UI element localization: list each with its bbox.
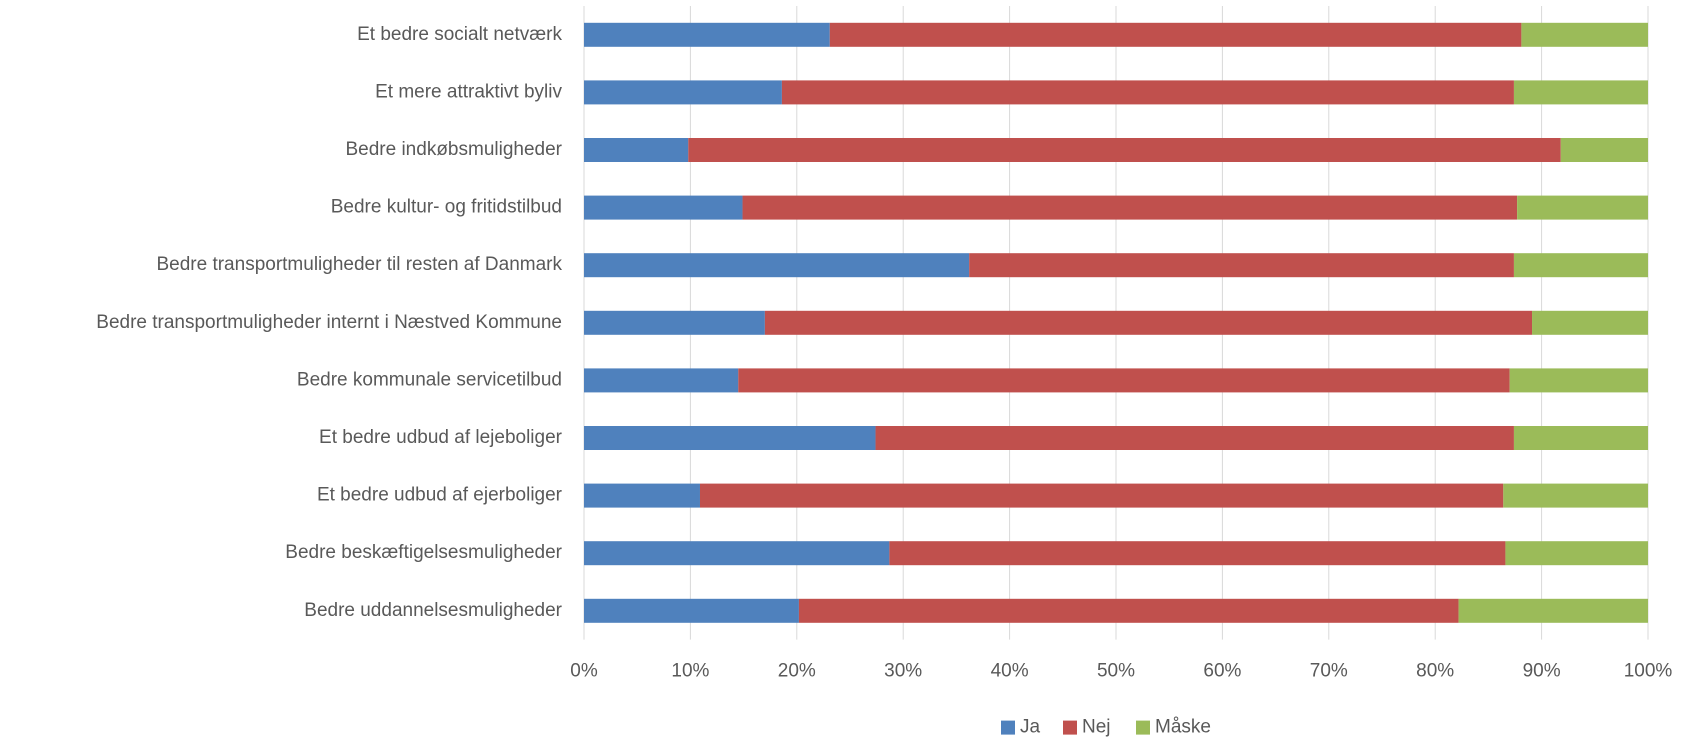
bar-segment <box>1458 598 1648 623</box>
legend-label: Måske <box>1155 717 1211 737</box>
x-tick-label: 100% <box>1624 661 1673 682</box>
legend-swatch <box>1136 720 1150 735</box>
y-tick-label: Bedre transportmuligheder internt i Næst… <box>96 312 562 333</box>
y-tick-label: Et bedre udbud af ejerboliger <box>317 485 563 506</box>
x-tick-label: 80% <box>1416 661 1454 682</box>
bar-segment <box>699 483 1504 508</box>
x-tick-label: 70% <box>1310 661 1348 682</box>
y-tick-label: Bedre kultur- og fritidstilbud <box>331 197 562 218</box>
x-tick-label: 60% <box>1203 661 1241 682</box>
bar-segment <box>584 598 799 623</box>
bar-segment <box>584 22 830 47</box>
x-tick-label: 50% <box>1097 661 1135 682</box>
x-tick-label: 40% <box>991 661 1029 682</box>
bar-segment <box>1509 368 1648 393</box>
bar-segment <box>1513 426 1648 450</box>
x-tick-label: 10% <box>671 661 709 682</box>
x-tick-label: 0% <box>570 661 598 682</box>
y-tick-label: Et bedre udbud af lejeboliger <box>319 427 563 448</box>
x-tick-label: 90% <box>1523 661 1561 682</box>
bar-segment <box>1513 253 1648 278</box>
y-tick-label: Et bedre socialt netværk <box>357 24 562 45</box>
bar-segment <box>584 253 970 278</box>
bar-segment <box>781 80 1514 105</box>
legend-swatch <box>1001 720 1015 735</box>
bar-segment <box>1517 195 1648 220</box>
bar-segment <box>1503 483 1648 508</box>
bar-segment <box>584 483 700 508</box>
y-tick-label: Et mere attraktivt byliv <box>375 81 562 102</box>
bar-segment <box>688 138 1561 162</box>
bar-segment <box>738 368 1510 393</box>
y-tick-label: Bedre beskæftigelsesmuligheder <box>285 542 562 563</box>
bar-segment <box>1513 80 1648 105</box>
bar-segment <box>584 80 782 105</box>
bar-segment <box>584 138 689 162</box>
y-tick-label: Bedre uddannelsesmuligheder <box>304 600 562 621</box>
bar-segment <box>584 368 739 393</box>
legend-swatch <box>1063 720 1077 735</box>
bar-segment <box>1505 541 1648 566</box>
bar-segment <box>1560 138 1648 162</box>
bar-segment <box>764 310 1533 335</box>
x-tick-label: 20% <box>778 661 816 682</box>
bar-segment <box>829 22 1522 47</box>
y-tick-label: Bedre indkøbsmuligheder <box>345 139 562 160</box>
bar-segment <box>798 598 1459 623</box>
legend-label: Ja <box>1020 717 1041 737</box>
bar-segment <box>742 195 1518 220</box>
bar-segment <box>584 195 743 220</box>
bar-segment <box>969 253 1514 278</box>
legend-label: Nej <box>1082 717 1111 737</box>
y-tick-label: Bedre transportmuligheder til resten af … <box>156 254 562 275</box>
bar-segment <box>1521 22 1648 47</box>
bar-segment <box>875 426 1514 450</box>
bar-segment <box>584 541 890 566</box>
bar-segment <box>584 426 876 450</box>
x-tick-label: 30% <box>884 661 922 682</box>
y-tick-label: Bedre kommunale servicetilbud <box>297 369 562 390</box>
bar-segment <box>889 541 1506 566</box>
bar-segment <box>584 310 765 335</box>
bar-segment <box>1532 310 1648 335</box>
